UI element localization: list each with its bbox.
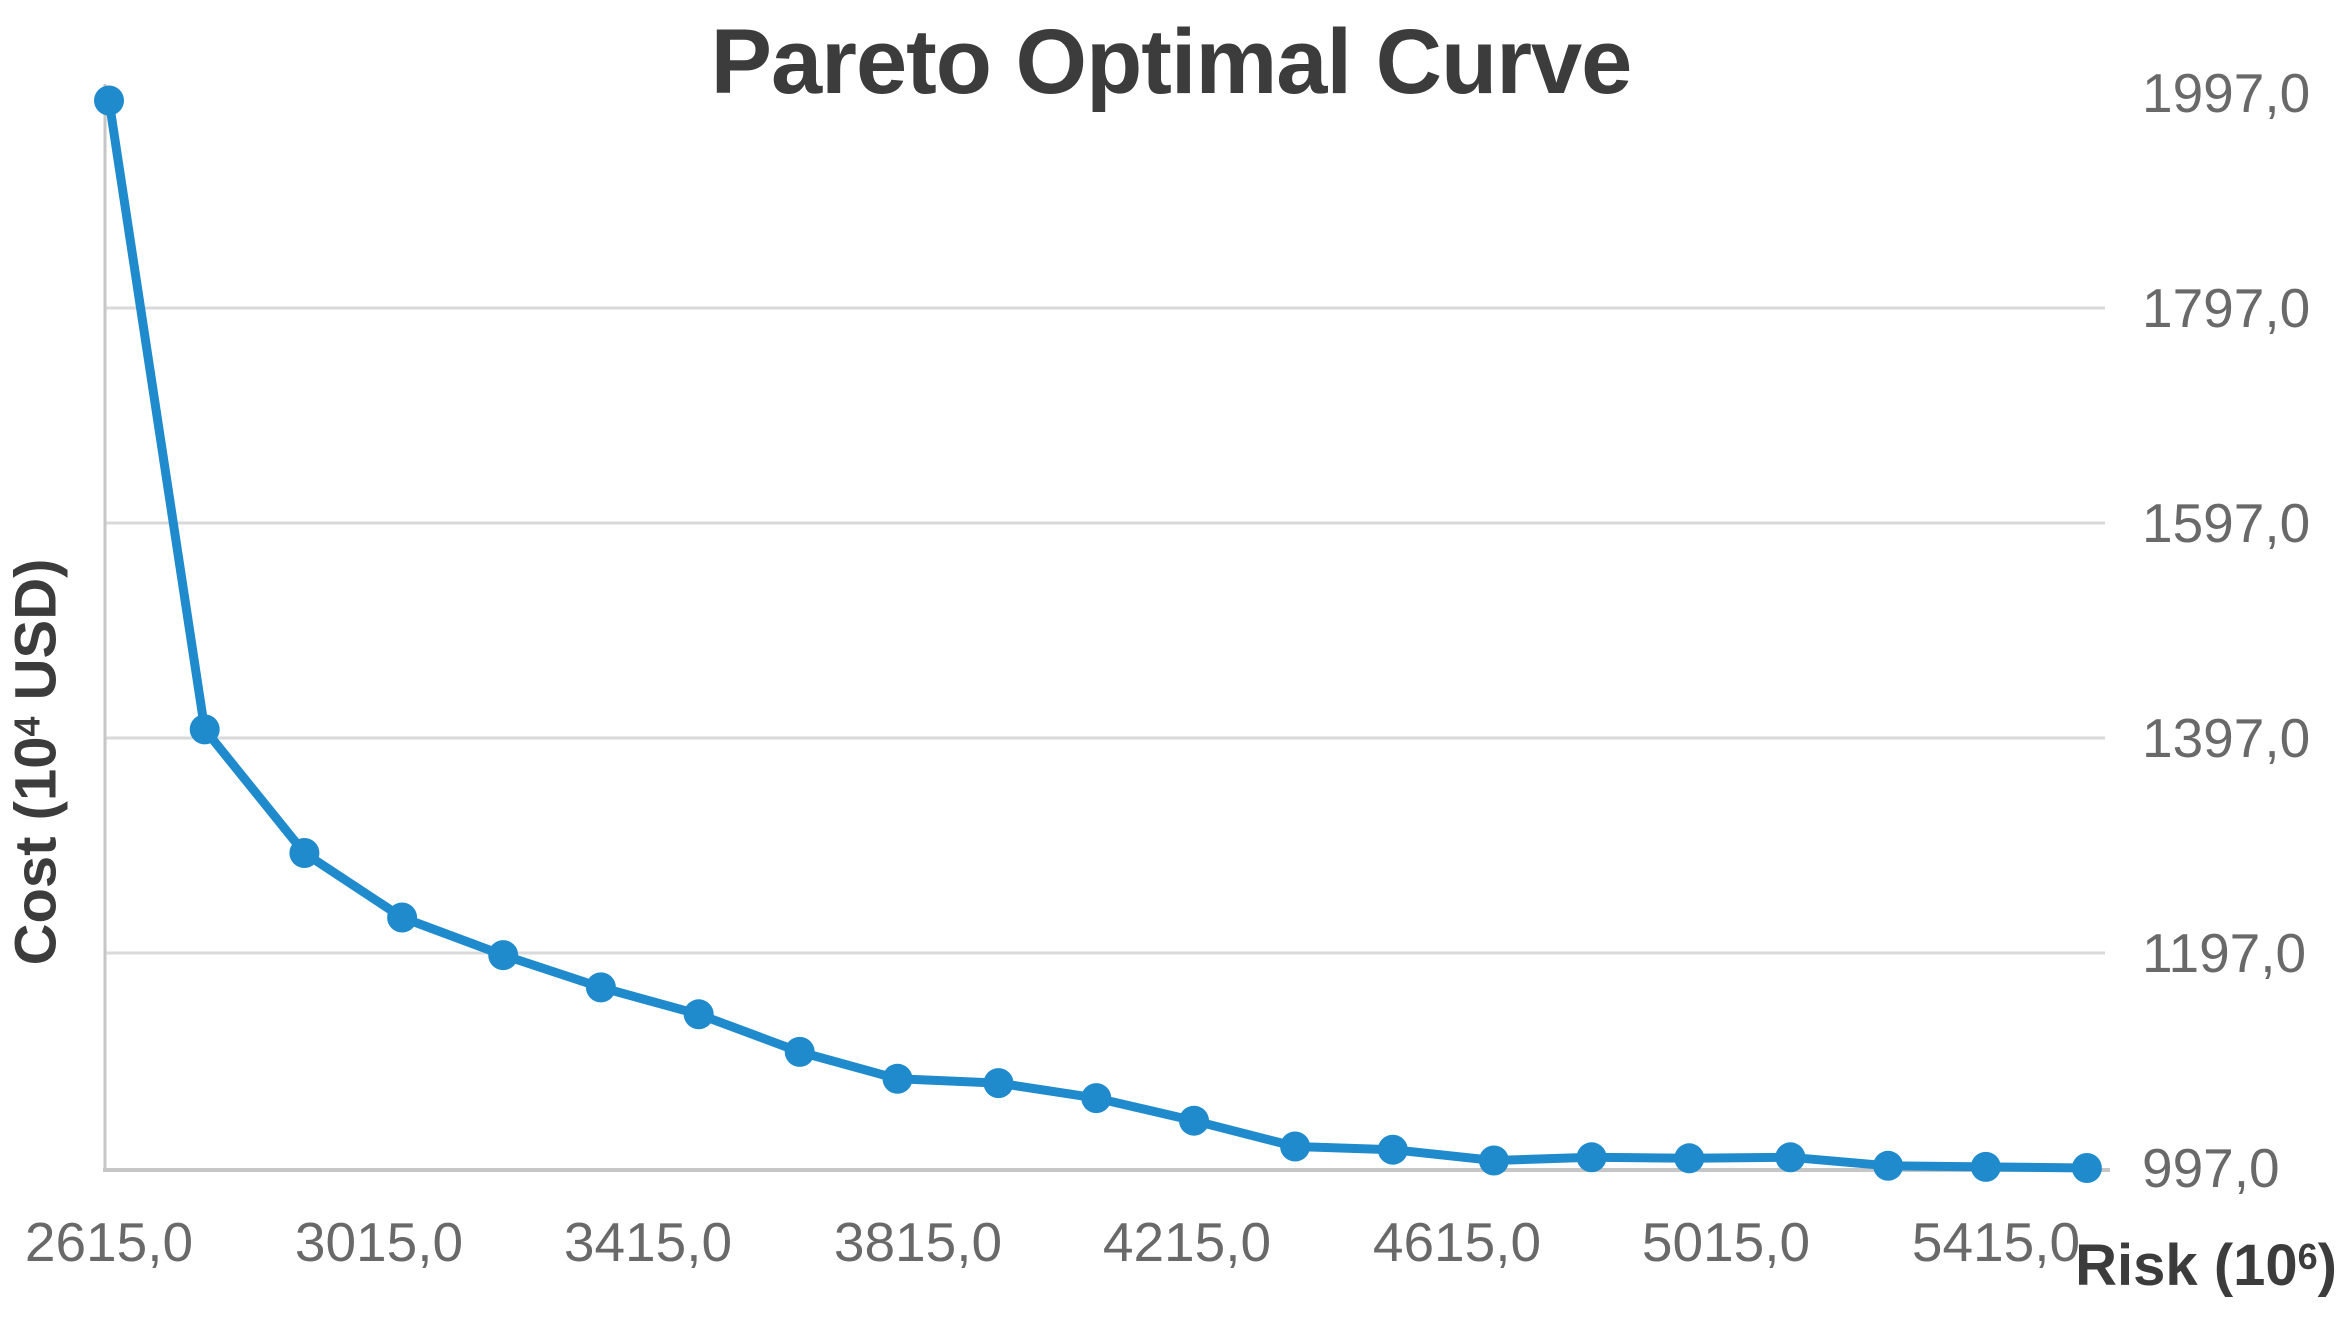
data-point (1280, 1131, 1311, 1162)
data-point (1179, 1105, 1209, 1136)
data-point (585, 972, 616, 1003)
data-point (983, 1068, 1014, 1099)
data-point (1873, 1150, 1904, 1181)
y-tick-label: 997,0 (2142, 1137, 2280, 1199)
data-point (1576, 1142, 1607, 1173)
data-point (1081, 1083, 1112, 1114)
x-tick-label: 3815,0 (833, 1211, 1003, 1273)
pareto-series-line (104, 96, 2092, 1173)
x-tick-label: 5015,0 (1641, 1211, 1811, 1273)
data-point (2071, 1153, 2102, 1183)
data-point (1970, 1151, 2001, 1182)
x-tick-label: 2615,0 (24, 1211, 194, 1273)
data-point (387, 902, 418, 933)
chart-title: Pareto Optimal Curve (710, 11, 1633, 113)
data-point (1377, 1134, 1408, 1165)
x-tick-label: 5415,0 (1911, 1211, 2081, 1273)
y-axis-title: Cost (104 USD) (3, 558, 69, 966)
x-tick-label: 3015,0 (294, 1211, 464, 1273)
data-point (94, 85, 124, 116)
x-axis-title: Risk (106) (2075, 1233, 2337, 1298)
data-point (289, 838, 320, 868)
y-tick-label: 1597,0 (2142, 492, 2311, 554)
data-point (1674, 1143, 1705, 1174)
data-point (683, 999, 714, 1030)
y-tick-label: 1197,0 (2142, 922, 2307, 984)
y-tick-label: 1797,0 (2142, 277, 2311, 339)
x-tick-label: 4215,0 (1102, 1211, 1272, 1273)
data-point (882, 1063, 913, 1094)
data-point (1775, 1142, 1806, 1173)
x-tick-label: 3415,0 (563, 1211, 733, 1273)
data-point (488, 940, 519, 971)
x-tick-label: 4615,0 (1372, 1211, 1542, 1273)
data-point (189, 714, 220, 745)
data-point (784, 1036, 815, 1067)
data-point (1478, 1145, 1509, 1176)
y-tick-label: 1397,0 (2142, 707, 2311, 769)
y-tick-label: 1997,0 (2142, 62, 2311, 124)
